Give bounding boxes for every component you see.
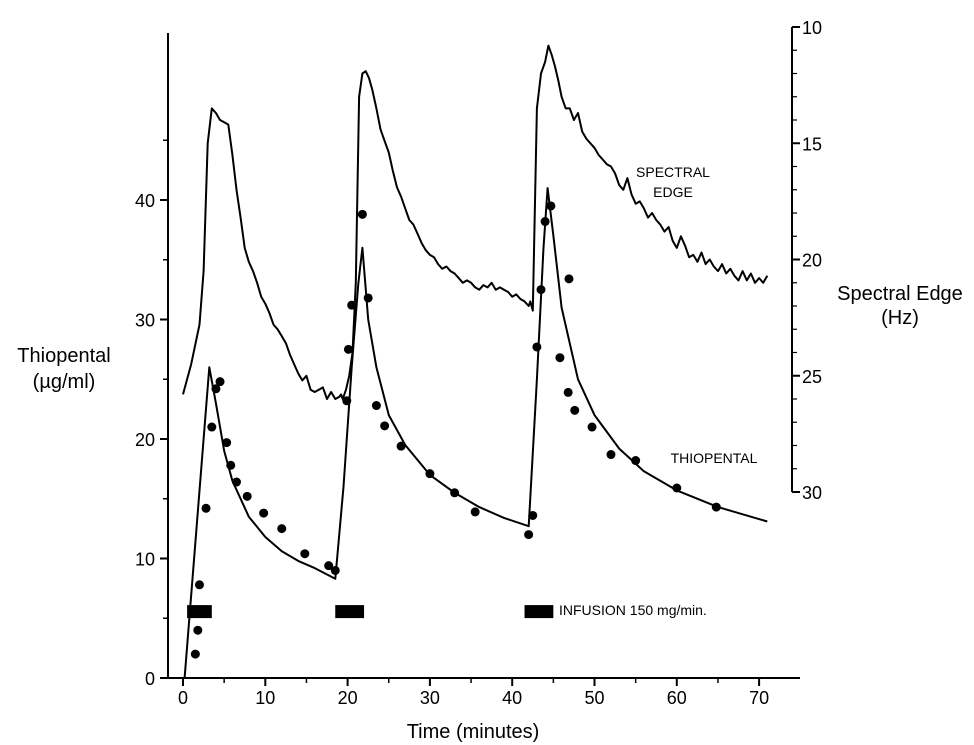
thiopental-observed-point — [211, 384, 221, 394]
thiopental-observed-point — [242, 491, 252, 501]
thiopental-observed-point — [193, 625, 203, 635]
thiopental-observed-point — [371, 401, 381, 411]
thiopental-observed-point — [546, 201, 556, 211]
y-left-tick-label: 20 — [135, 430, 155, 450]
thiopental-observed-point — [470, 507, 480, 517]
thiopental-observed-point — [201, 503, 211, 513]
y-left-tick-label: 0 — [145, 669, 155, 689]
x-tick-label: 70 — [749, 688, 769, 708]
thiopental-observed-point — [587, 422, 597, 432]
thiopental-observed-point — [330, 565, 340, 575]
y-right-tick-label: 20 — [802, 251, 822, 271]
thiopental-observed-point — [536, 285, 546, 295]
x-axis-label: Time (minutes) — [407, 721, 540, 743]
y-left-tick-label: 10 — [135, 550, 155, 570]
thiopental-observed-point — [343, 344, 353, 354]
thiopental-observed-point — [190, 649, 200, 659]
thiopental-observed-point — [396, 441, 406, 451]
x-tick-label: 0 — [178, 688, 188, 708]
thiopental-observed-point — [450, 488, 460, 498]
y-right-tick-label: 30 — [802, 483, 822, 503]
x-tick-label: 60 — [667, 688, 687, 708]
thiopental-observed-point — [540, 217, 550, 227]
thiopental-observed-point — [363, 293, 373, 303]
x-tick-label: 40 — [502, 688, 522, 708]
thiopental-observed-point — [226, 460, 236, 470]
thiopental-observed-point — [524, 530, 534, 540]
thiopental-observed-point — [563, 387, 573, 397]
spectral-annotation-line1: SPECTRAL — [636, 164, 710, 180]
y-right-label-line2: (Hz) — [881, 307, 919, 329]
spectral-annotation-line2: EDGE — [653, 184, 693, 200]
y-right-label-line1: Spectral Edge — [837, 283, 963, 305]
thiopental-observed-point — [259, 508, 269, 518]
thiopental-observed-point — [324, 561, 334, 571]
x-tick-label: 10 — [255, 688, 275, 708]
thiopental-observed-point — [631, 456, 641, 466]
thiopental-model-line — [183, 187, 768, 679]
thiopental-observed-point — [194, 580, 204, 590]
infusion-bar — [187, 605, 212, 619]
thiopental-observed-point — [564, 274, 574, 284]
x-tick-label: 20 — [338, 688, 358, 708]
thiopental-observed-point — [380, 421, 390, 431]
y-left-label-line1: Thiopental — [17, 345, 110, 367]
thiopental-observed-point — [277, 524, 287, 534]
y-right-tick-label: 25 — [802, 367, 822, 387]
thiopental-observed-point — [606, 450, 616, 460]
thiopental-annotation: THIOPENTAL — [671, 450, 758, 466]
thiopental-observed-point — [231, 477, 241, 487]
thiopental-observed-point — [425, 469, 435, 479]
y-right-tick-label: 10 — [802, 18, 822, 38]
x-tick-label: 30 — [420, 688, 440, 708]
infusion-bar — [335, 605, 365, 619]
y-left-tick-label: 30 — [135, 311, 155, 331]
x-tick-label: 50 — [584, 688, 604, 708]
thiopental-observed-point — [207, 422, 217, 432]
thiopental-observed-point — [570, 405, 580, 415]
thiopental-observed-point — [222, 438, 232, 448]
infusion-bar — [524, 605, 554, 619]
thiopental-observed-point — [347, 300, 357, 310]
thiopental-observed-point — [711, 502, 721, 512]
thiopental-observed-point — [215, 377, 225, 387]
thiopental-observed-point — [555, 353, 565, 363]
thiopental-observed-point — [532, 342, 542, 352]
thiopental-observed-point — [300, 549, 310, 559]
thiopental-observed-point — [357, 209, 367, 219]
thiopental-observed-point — [672, 483, 682, 493]
thiopental-observed-point — [528, 510, 538, 520]
y-left-tick-label: 40 — [135, 191, 155, 211]
thiopental-observed-point — [342, 396, 352, 406]
y-left-label-line2: (µg/ml) — [33, 371, 96, 393]
infusion-annotation: INFUSION 150 mg/min. — [559, 602, 707, 618]
spectral-edge-line — [182, 44, 769, 400]
y-right-tick-label: 15 — [802, 134, 822, 154]
